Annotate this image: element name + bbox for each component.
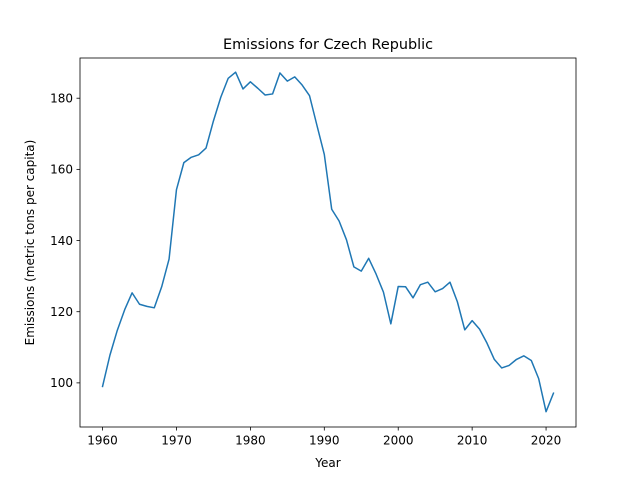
- x-axis: 1960 1970 1980 1990 2000 2010 2020: [87, 427, 561, 448]
- chart-title: Emissions for Czech Republic: [223, 37, 433, 53]
- y-tick-label: 100: [50, 376, 73, 390]
- x-tick-label: 1980: [235, 434, 266, 448]
- x-tick-label: 2000: [383, 434, 414, 448]
- plot-frame: [79, 57, 577, 428]
- series-line: [101, 71, 555, 413]
- x-tick-label: 1970: [161, 434, 192, 448]
- x-tick-label: 2010: [457, 434, 488, 448]
- y-tick-label: 140: [50, 234, 73, 248]
- y-axis: 100 120 140 160 180: [50, 92, 80, 390]
- x-tick-label: 1960: [87, 434, 118, 448]
- plot-area: [79, 57, 577, 428]
- x-tick-label: 1990: [309, 434, 340, 448]
- y-tick-label: 120: [50, 305, 73, 319]
- y-tick-label: 180: [50, 92, 73, 106]
- y-tick-label: 160: [50, 163, 73, 177]
- x-tick-label: 2020: [531, 434, 562, 448]
- y-axis-label: Emissions (metric tons per capita): [23, 140, 37, 346]
- x-axis-label: Year: [314, 456, 340, 470]
